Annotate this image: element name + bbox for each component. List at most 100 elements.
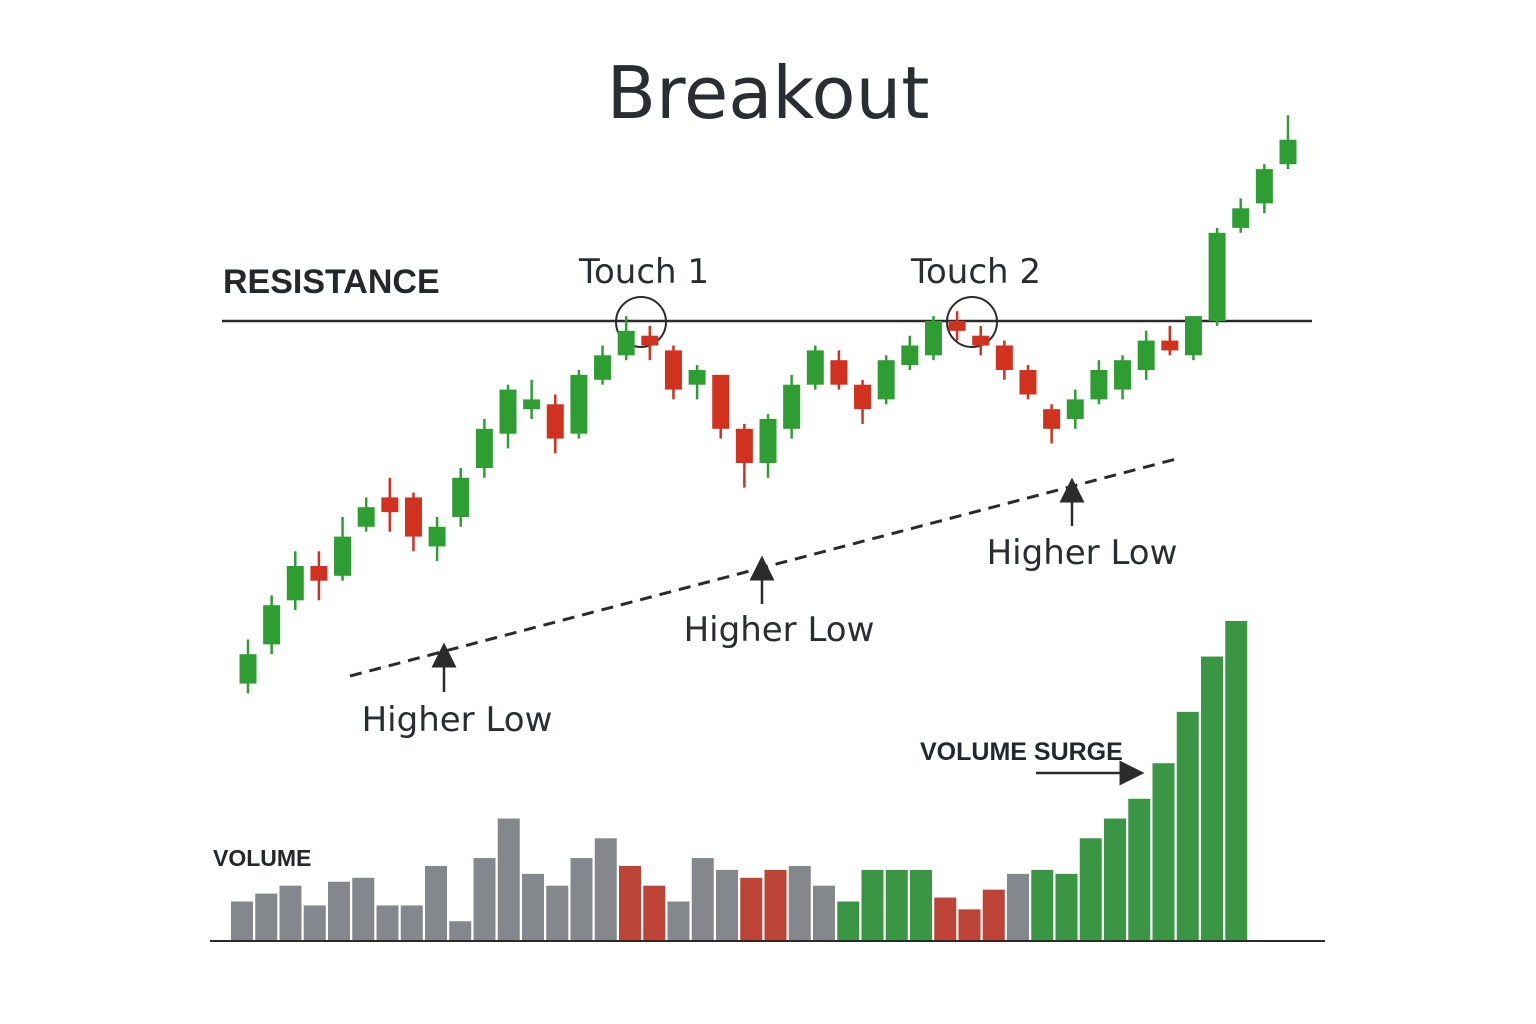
candle-body xyxy=(499,389,517,434)
candle-body xyxy=(452,477,470,517)
volume-bar xyxy=(1201,656,1223,941)
volume-bar xyxy=(425,865,447,941)
volume-bar xyxy=(861,869,884,941)
candle-body xyxy=(1255,169,1273,204)
candle-body xyxy=(334,536,352,576)
volume-bar xyxy=(1055,873,1078,941)
volume-bar xyxy=(376,905,399,941)
candle-body xyxy=(1066,399,1084,419)
candle-body xyxy=(594,355,612,380)
candle-body xyxy=(1279,139,1297,165)
volume-bar xyxy=(570,858,593,941)
volume-bar xyxy=(1128,798,1151,941)
candle-body xyxy=(712,374,730,429)
candle-body xyxy=(546,404,564,439)
touch-1-label: Touch 1 xyxy=(578,252,709,292)
touch-1-circle xyxy=(615,296,667,348)
volume-bar xyxy=(885,869,908,941)
volume-bar xyxy=(788,865,811,941)
candle-body xyxy=(735,428,753,464)
candle-body xyxy=(1161,340,1179,351)
candle-body xyxy=(877,360,895,400)
candle-body xyxy=(475,428,493,468)
candle-body xyxy=(1232,208,1250,228)
volume-bar xyxy=(473,858,496,941)
volume-bar xyxy=(1031,869,1054,941)
volume-bar xyxy=(279,885,302,941)
candle-body xyxy=(641,335,659,346)
volume-bar xyxy=(716,869,738,941)
candle-body xyxy=(1090,370,1108,400)
volume-bar xyxy=(328,881,350,941)
candle-body xyxy=(428,526,446,547)
touch-2-label: Touch 2 xyxy=(910,252,1041,292)
volume-bar xyxy=(303,905,326,941)
candle-body xyxy=(1184,316,1202,356)
candle-body xyxy=(664,350,682,390)
candle-body xyxy=(783,384,801,429)
candle-body xyxy=(995,345,1013,370)
volume-bar xyxy=(982,889,1005,941)
touch-2-circle xyxy=(946,296,998,348)
candle-body xyxy=(948,321,966,331)
candle-body xyxy=(1043,409,1061,429)
volume-bar xyxy=(740,877,763,941)
candle-body xyxy=(239,654,257,684)
volume-label: VOLUME xyxy=(213,845,311,871)
candle-body xyxy=(1019,370,1037,395)
volume-bar xyxy=(594,838,617,941)
candle-body xyxy=(688,370,706,385)
candle-body xyxy=(357,507,375,527)
candle-body xyxy=(310,566,328,581)
chart-title: Breakout xyxy=(607,51,930,135)
candle-body xyxy=(404,497,422,537)
candle-body xyxy=(523,399,541,410)
candle-body xyxy=(759,419,777,464)
candle-body xyxy=(830,360,848,385)
volume-bar xyxy=(934,897,957,941)
candle-body xyxy=(806,350,824,385)
candle-body xyxy=(972,335,990,346)
volume-bar xyxy=(958,909,981,941)
volume-bar xyxy=(255,893,278,941)
candle-body xyxy=(263,605,281,645)
volume-surge-label: VOLUME SURGE xyxy=(920,738,1123,766)
volume-bar xyxy=(352,877,375,941)
volume-bar xyxy=(1152,763,1175,941)
candle-body xyxy=(901,345,919,366)
candlestick-series xyxy=(239,115,1297,694)
higher-low-label-3: Higher Low xyxy=(987,533,1178,573)
volume-bar xyxy=(1079,838,1102,941)
volume-bar xyxy=(522,873,544,941)
volume-bar xyxy=(764,869,787,941)
volume-bar xyxy=(813,885,835,941)
volume-bar xyxy=(400,905,423,941)
volume-bar xyxy=(837,901,860,941)
higher-low-label-1: Higher Low xyxy=(362,700,553,740)
volume-bar xyxy=(910,869,932,941)
volume-bar xyxy=(667,901,690,941)
volume-bar xyxy=(546,885,569,941)
candle-body xyxy=(1114,360,1132,390)
candle-body xyxy=(924,321,942,356)
higher-low-label-2: Higher Low xyxy=(684,610,875,650)
candle-body xyxy=(1137,340,1155,370)
candle-body xyxy=(854,384,872,410)
volume-bar xyxy=(231,901,253,941)
volume-bar xyxy=(1104,818,1126,941)
candle-body xyxy=(1208,232,1226,321)
volume-bar xyxy=(1176,711,1199,941)
volume-bar xyxy=(1007,873,1029,941)
candle-body xyxy=(286,566,304,601)
candle-body xyxy=(570,374,588,434)
volume-bar xyxy=(1225,621,1248,941)
candle-body xyxy=(381,497,399,513)
volume-bar xyxy=(619,865,641,941)
resistance-label: RESISTANCE xyxy=(223,263,440,301)
volume-bar xyxy=(691,858,714,941)
volume-bar xyxy=(497,818,520,941)
candle-body xyxy=(617,330,635,356)
volume-bar xyxy=(643,885,666,941)
volume-series xyxy=(231,621,1248,941)
